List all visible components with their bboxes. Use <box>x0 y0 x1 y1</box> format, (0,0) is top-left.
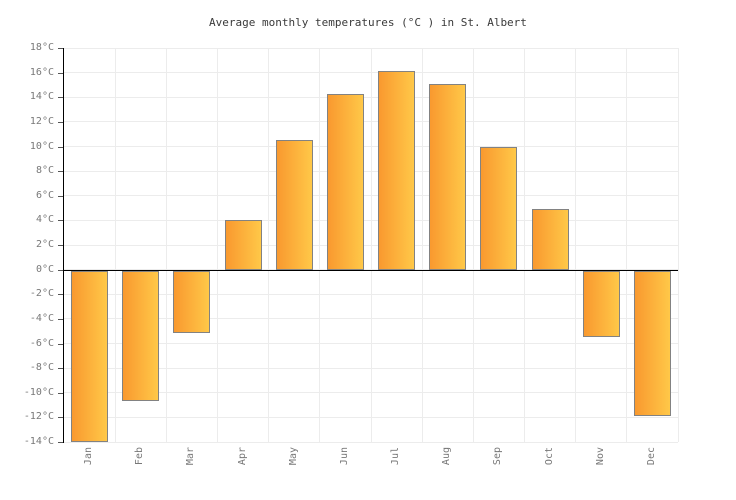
x-axis-label-apr: Apr <box>236 447 248 466</box>
chart-title: Average monthly temperatures (°C ) in St… <box>209 16 527 29</box>
x-axis-label-may: May <box>287 447 299 466</box>
zero-axis-line <box>64 269 678 271</box>
y-tick-mark <box>58 343 63 345</box>
gridline-vertical <box>575 48 577 442</box>
gridline-vertical <box>268 48 270 442</box>
y-axis-label: 18°C <box>29 42 54 53</box>
y-tick-mark <box>58 294 63 296</box>
bar-jan <box>71 270 109 442</box>
y-axis-label: -14°C <box>23 436 54 447</box>
y-axis-label: 14°C <box>29 91 54 103</box>
x-axis-label-sep: Sep <box>492 447 504 466</box>
bar-oct <box>531 209 569 270</box>
y-axis-line <box>63 48 64 443</box>
bar-feb <box>122 270 160 402</box>
y-axis-label: -2°C <box>29 288 54 300</box>
y-axis-label: 12°C <box>29 115 54 127</box>
x-axis-label-mar: Mar <box>185 447 197 466</box>
x-axis-label-nov: Nov <box>594 447 606 466</box>
gridline-vertical <box>217 48 218 442</box>
x-axis-label-jun: Jun <box>338 447 350 466</box>
x-axis-label-aug: Aug <box>441 447 453 466</box>
y-tick-mark <box>58 392 63 394</box>
y-axis-label: -8°C <box>29 362 54 374</box>
y-axis-label: -10°C <box>23 386 54 398</box>
y-tick-mark <box>58 48 63 49</box>
y-axis-label: 6°C <box>35 189 54 201</box>
y-tick-mark <box>58 171 63 173</box>
y-axis-label: 16°C <box>29 66 54 78</box>
x-axis-label-jul: Jul <box>390 447 402 466</box>
bar-jul <box>378 71 416 270</box>
x-axis-label-feb: Feb <box>134 447 146 466</box>
y-tick-mark <box>58 417 63 419</box>
bar-dec <box>633 270 671 416</box>
y-tick-mark <box>58 368 63 370</box>
y-tick-mark <box>58 121 63 123</box>
y-axis-label: 2°C <box>35 239 54 250</box>
gridline-vertical <box>677 48 679 442</box>
y-tick-mark <box>58 318 63 320</box>
y-tick-mark <box>58 442 63 443</box>
bar-jun <box>326 93 364 270</box>
gridline-vertical <box>319 48 321 442</box>
y-tick-mark <box>58 269 63 271</box>
gridline-vertical <box>370 48 372 442</box>
y-axis-label: 0°C <box>35 263 54 275</box>
bar-may <box>275 140 313 270</box>
bar-mar <box>173 270 211 334</box>
x-axis-label-jan: Jan <box>83 447 95 466</box>
gridline-vertical <box>114 48 116 442</box>
y-axis-label: -4°C <box>29 312 54 324</box>
y-axis-label: 8°C <box>35 165 54 177</box>
gridline-vertical <box>421 48 423 442</box>
y-tick-mark <box>58 97 63 99</box>
bar-apr <box>224 220 262 270</box>
gridline-horizontal <box>64 441 678 443</box>
y-tick-mark <box>58 195 63 197</box>
bar-aug <box>429 83 467 270</box>
y-tick-mark <box>58 220 63 222</box>
y-axis-label: -12°C <box>23 411 54 423</box>
bar-nov <box>582 270 620 338</box>
y-axis-label: 4°C <box>35 214 54 226</box>
gridline-vertical <box>626 48 628 442</box>
gridline-vertical <box>165 48 167 442</box>
y-axis-label: -6°C <box>29 337 54 349</box>
y-axis-label: 10°C <box>29 140 54 152</box>
y-tick-mark <box>58 72 63 74</box>
y-tick-mark <box>58 245 63 246</box>
bar-sep <box>480 146 518 270</box>
x-axis-label-dec: Dec <box>645 447 657 466</box>
y-tick-mark <box>58 146 63 148</box>
gridline-vertical <box>472 48 474 442</box>
x-axis-label-oct: Oct <box>543 447 555 466</box>
gridline-vertical <box>524 48 525 442</box>
